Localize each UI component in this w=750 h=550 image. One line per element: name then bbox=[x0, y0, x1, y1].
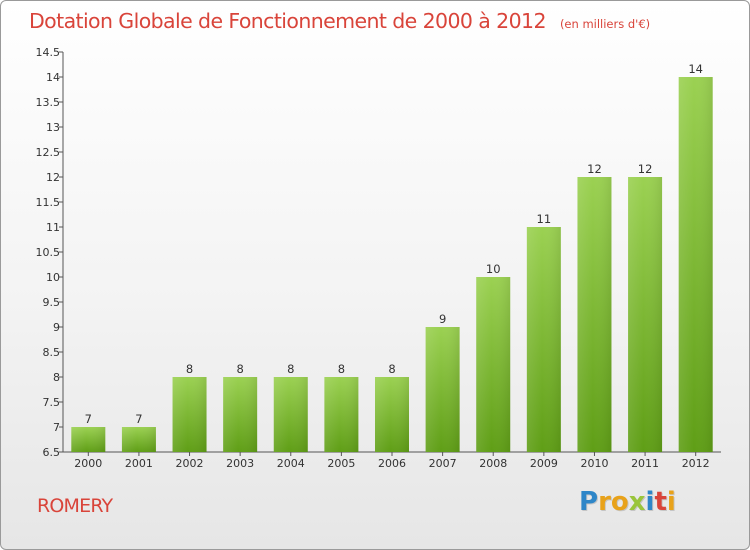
data-label-2001: 7 bbox=[135, 412, 142, 426]
bar-shine-2002 bbox=[172, 377, 207, 452]
x-tick-label-2010: 2010 bbox=[580, 457, 608, 470]
bar-shine-2010 bbox=[577, 177, 612, 452]
bar-shine-2005 bbox=[324, 377, 359, 452]
unit-note: (en milliers d'€) bbox=[559, 17, 651, 31]
data-label-2004: 8 bbox=[287, 362, 294, 376]
logo-letter: P bbox=[579, 487, 599, 517]
data-label-2008: 10 bbox=[486, 262, 501, 276]
y-tick-label: 11.5 bbox=[36, 196, 61, 209]
y-tick-label: 12.5 bbox=[36, 146, 61, 159]
bar-shine-2004 bbox=[273, 377, 308, 452]
data-label-2007: 9 bbox=[439, 312, 446, 326]
data-label-2005: 8 bbox=[338, 362, 345, 376]
bar-shine-2003 bbox=[223, 377, 258, 452]
logo-letter: x bbox=[628, 487, 646, 517]
y-axis: 6.5 7 7.5 8 8.5 9 9.5 10 10.5 11 11.5 12 12.5 13 13.5 1… bbox=[36, 46, 64, 459]
logo-letter: r bbox=[598, 487, 611, 517]
bar-shine-2011 bbox=[628, 177, 663, 452]
bar-shine-2001 bbox=[121, 427, 156, 452]
x-tick-label-2000: 2000 bbox=[74, 457, 102, 470]
bars bbox=[71, 77, 713, 452]
bar-shine-2007 bbox=[425, 327, 460, 452]
data-label-2000: 7 bbox=[85, 412, 92, 426]
x-tick-label-2009: 2009 bbox=[530, 457, 558, 470]
logo-letter: i bbox=[666, 487, 676, 517]
y-tick-label: 14.5 bbox=[36, 46, 61, 59]
bar-shine-2006 bbox=[375, 377, 409, 452]
y-tick-label: 9 bbox=[53, 321, 60, 334]
x-tick-label-2006: 2006 bbox=[378, 457, 406, 470]
x-tick-label-2004: 2004 bbox=[277, 457, 305, 470]
bar-shine-2012 bbox=[678, 77, 713, 452]
bar-shine-2000 bbox=[71, 427, 106, 452]
y-tick-label: 7 bbox=[53, 421, 60, 434]
data-label-2003: 8 bbox=[236, 362, 243, 376]
data-label-2012: 14 bbox=[688, 62, 703, 76]
y-tick-label: 10 bbox=[46, 271, 60, 284]
data-label-2009: 11 bbox=[537, 212, 552, 226]
bar-shine-2008 bbox=[476, 277, 511, 452]
y-tick-label: 9.5 bbox=[43, 296, 61, 309]
chart-title-block: Dotation Globale de Fonctionnement de 20… bbox=[29, 9, 650, 33]
x-tick-label-2001: 2001 bbox=[125, 457, 153, 470]
y-tick-label: 13.5 bbox=[36, 96, 61, 109]
proxiti-logo[interactable]: Proxiti bbox=[579, 487, 676, 517]
place-name: ROMERY bbox=[37, 495, 113, 517]
y-tick-label: 14 bbox=[46, 71, 60, 84]
y-tick-label: 6.5 bbox=[43, 446, 61, 459]
data-label-2011: 12 bbox=[638, 162, 653, 176]
y-tick-label: 12 bbox=[46, 171, 60, 184]
data-labels: 7 7 8 8 8 8 8 9 10 11 12 12 14 bbox=[85, 62, 703, 426]
y-tick-label: 8.5 bbox=[43, 346, 61, 359]
logo-letter: t bbox=[654, 487, 667, 517]
y-tick-label: 8 bbox=[53, 371, 60, 384]
data-label-2010: 12 bbox=[587, 162, 602, 176]
logo-letter: o bbox=[610, 487, 629, 517]
y-tick-label: 7.5 bbox=[43, 396, 61, 409]
y-tick-label: 11 bbox=[46, 221, 60, 234]
x-tick-label-2011: 2011 bbox=[631, 457, 659, 470]
x-tick-label-2012: 2012 bbox=[682, 457, 710, 470]
data-label-2006: 8 bbox=[388, 362, 395, 376]
x-tick-label-2007: 2007 bbox=[429, 457, 457, 470]
x-tick-label-2005: 2005 bbox=[327, 457, 355, 470]
x-tick-label-2002: 2002 bbox=[176, 457, 204, 470]
data-label-2002: 8 bbox=[186, 362, 193, 376]
chart-title: Dotation Globale de Fonctionnement de 20… bbox=[29, 9, 547, 33]
x-tick-label-2003: 2003 bbox=[226, 457, 254, 470]
x-axis: 2000 2001 2002 2003 2004 2005 2006 2007 2008 2009… bbox=[63, 451, 721, 470]
logo-letter: i bbox=[645, 487, 655, 517]
bar-shine-2009 bbox=[526, 227, 561, 452]
x-tick-label-2008: 2008 bbox=[479, 457, 507, 470]
y-tick-label: 10.5 bbox=[36, 246, 61, 259]
y-tick-label: 13 bbox=[46, 121, 60, 134]
